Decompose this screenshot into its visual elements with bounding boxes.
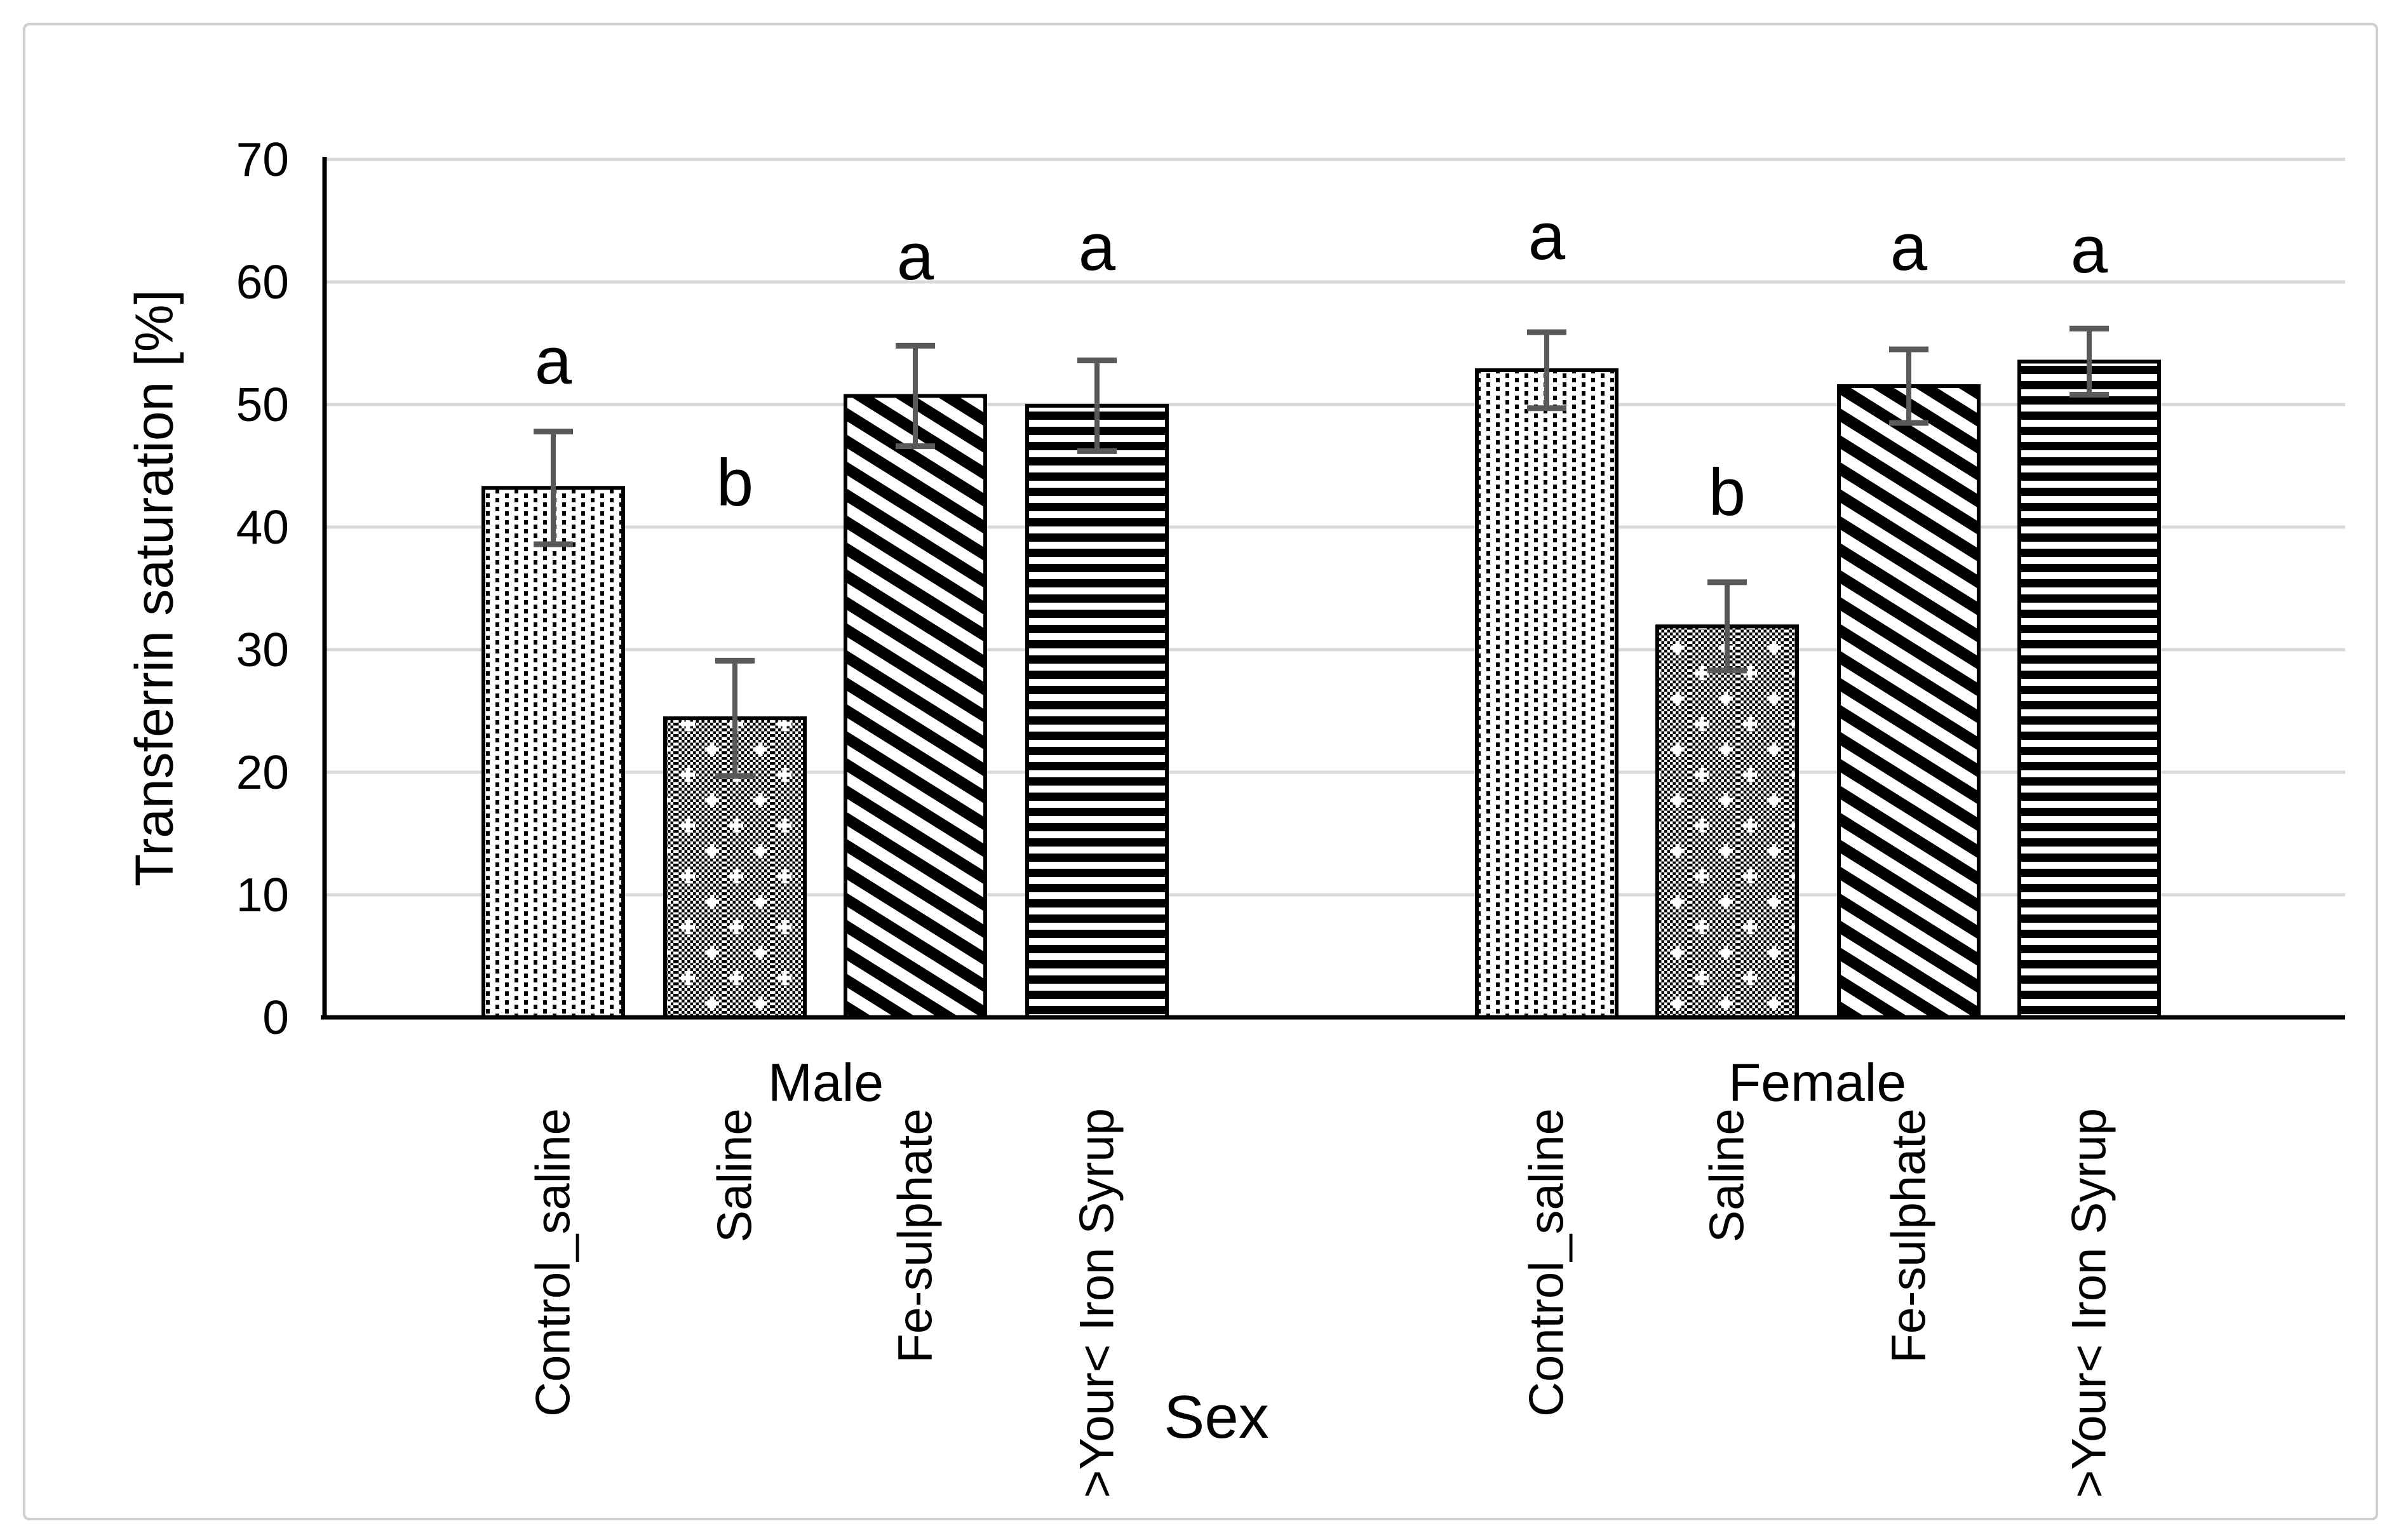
sig-letter-male-fe-sulphate: a: [896, 220, 934, 295]
category-label-female-saline: Saline: [1700, 1108, 1754, 1243]
y-tick-10: 10: [236, 868, 289, 921]
bar-male-control-saline: [481, 486, 625, 1019]
x-axis-title: Sex: [1164, 1383, 1269, 1451]
category-label-female-your-iron-syrup: >Your< Iron Syrup: [2062, 1108, 2117, 1499]
category-label-female-fe-sulphate: Fe-sulphate: [1881, 1108, 1936, 1363]
bar-male-your-iron-syrup: [1025, 403, 1169, 1019]
sig-letter-male-your-iron-syrup: a: [1078, 210, 1116, 285]
error-cap-top-male-fe-sulphate: [896, 342, 935, 349]
sig-letter-female-control-saline: a: [1528, 199, 1566, 274]
y-tick-20: 20: [236, 746, 289, 799]
category-label-male-fe-sulphate: Fe-sulphate: [888, 1108, 943, 1363]
y-tick-0: 0: [262, 991, 289, 1044]
group-label-male: Male: [767, 1052, 884, 1113]
error-cap-bottom-female-fe-sulphate: [1889, 420, 1928, 426]
error-cap-top-female-control-saline: [1527, 329, 1566, 335]
error-cap-top-male-control-saline: [534, 428, 573, 434]
sig-letter-male-saline: b: [716, 445, 754, 520]
y-tick-60: 60: [236, 255, 289, 309]
error-cap-top-female-saline: [1707, 579, 1747, 586]
y-tick-30: 30: [236, 623, 289, 676]
error-cap-bottom-male-control-saline: [534, 541, 573, 547]
category-label-male-your-iron-syrup: >Your< Iron Syrup: [1070, 1108, 1124, 1499]
error-cap-bottom-female-your-iron-syrup: [2070, 392, 2109, 398]
error-cap-bottom-male-your-iron-syrup: [1077, 448, 1117, 454]
y-tick-50: 50: [236, 378, 289, 431]
y-tick-70: 70: [236, 133, 289, 186]
bar-male-fe-sulphate: [844, 394, 987, 1019]
error-cap-bottom-male-saline: [715, 773, 755, 779]
axes: [321, 157, 2345, 1020]
category-label-male-saline: Saline: [708, 1108, 762, 1243]
category-label-male-control-saline: Control_saline: [526, 1108, 581, 1417]
bar-female-your-iron-syrup: [2017, 359, 2161, 1020]
error-cap-top-male-your-iron-syrup: [1077, 358, 1117, 364]
category-label-female-control-saline: Control_saline: [1519, 1108, 1574, 1417]
error-bars: [534, 325, 2109, 779]
error-cap-top-male-saline: [715, 657, 755, 664]
bar-female-control-saline: [1475, 368, 1619, 1019]
bar-female-fe-sulphate: [1837, 384, 1981, 1019]
error-cap-bottom-male-fe-sulphate: [896, 443, 935, 450]
sig-letter-female-your-iron-syrup: a: [2070, 212, 2108, 287]
bar-female-saline: [1655, 624, 1799, 1019]
y-tick-40: 40: [236, 500, 289, 554]
sig-letter-male-control-saline: a: [534, 324, 572, 399]
error-cap-top-female-your-iron-syrup: [2070, 325, 2109, 331]
error-cap-top-female-fe-sulphate: [1889, 346, 1928, 352]
error-cap-bottom-female-saline: [1707, 667, 1747, 674]
group-label-female: Female: [1728, 1052, 1907, 1113]
sig-letter-female-fe-sulphate: a: [1890, 210, 1928, 285]
sig-letter-female-saline: b: [1708, 455, 1746, 530]
chart-outer-frame: [23, 23, 2378, 1520]
gridlines: [325, 157, 2345, 897]
error-cap-bottom-female-control-saline: [1527, 405, 1566, 412]
